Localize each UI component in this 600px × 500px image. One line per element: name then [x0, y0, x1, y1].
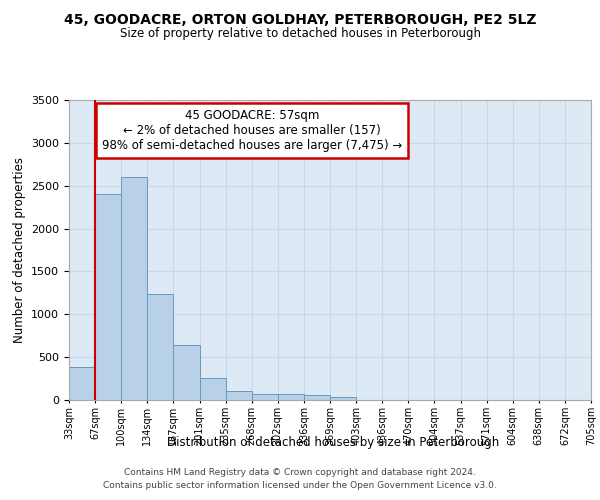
Bar: [95, 194, 121, 400]
Bar: [199, 378, 226, 400]
Text: 45 GOODACRE: 57sqm
← 2% of detached houses are smaller (157)
98% of semi-detache: 45 GOODACRE: 57sqm ← 2% of detached hous…: [101, 109, 402, 152]
Bar: [226, 392, 252, 400]
Bar: [304, 396, 330, 400]
Text: 45, GOODACRE, ORTON GOLDHAY, PETERBOROUGH, PE2 5LZ: 45, GOODACRE, ORTON GOLDHAY, PETERBOROUG…: [64, 12, 536, 26]
Text: Contains public sector information licensed under the Open Government Licence v3: Contains public sector information licen…: [103, 480, 497, 490]
Bar: [278, 394, 304, 400]
Text: Distribution of detached houses by size in Peterborough: Distribution of detached houses by size …: [167, 436, 499, 449]
Bar: [252, 394, 278, 400]
Bar: [121, 177, 148, 400]
Text: Contains HM Land Registry data © Crown copyright and database right 2024.: Contains HM Land Registry data © Crown c…: [124, 468, 476, 477]
Y-axis label: Number of detached properties: Number of detached properties: [13, 157, 26, 343]
Text: Size of property relative to detached houses in Peterborough: Size of property relative to detached ho…: [119, 28, 481, 40]
Bar: [69, 366, 95, 400]
Bar: [173, 345, 199, 400]
Bar: [148, 294, 173, 400]
Bar: [330, 396, 356, 400]
